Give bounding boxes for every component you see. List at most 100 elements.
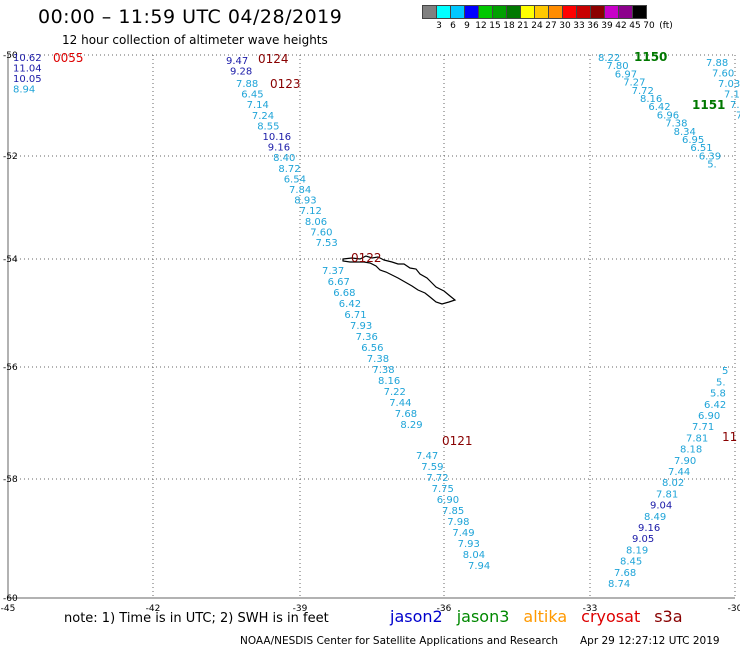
wave-height-value: 7.81 <box>686 433 708 444</box>
track-pass-1151: 7.887.607.037.17.37 1151 <box>692 58 740 122</box>
color-scale-label: 36 <box>587 21 599 31</box>
wave-height-value: 8.93 <box>294 196 316 207</box>
wave-height-value: 7.98 <box>447 517 469 528</box>
wave-height-value: 7.88 <box>706 58 728 69</box>
wave-height-value: 6.42 <box>339 299 361 310</box>
wave-height-value: 9.05 <box>632 534 654 545</box>
track-pass-0121: 7.477.597.727.756.907.857.987.497.938.04… <box>416 434 490 572</box>
y-tick-label: -52 <box>3 152 18 162</box>
wave-height-value: 8.29 <box>400 420 422 431</box>
color-scale-label: 33 <box>573 21 585 31</box>
color-scale-label: 15 <box>489 21 501 31</box>
pass-time-label: 0055 <box>53 51 84 65</box>
wave-height-value: 8.55 <box>257 121 279 132</box>
track-pass-1150: 8.227.806.977.277.728.166.426.967.388.34… <box>598 50 721 171</box>
pass-time-label: 0124 <box>258 52 289 66</box>
color-scale-label: 30 <box>559 21 571 31</box>
satellite-legend-altika: altika <box>523 607 568 626</box>
color-scale <box>422 5 647 19</box>
pass-time-label: 1151 <box>692 98 725 112</box>
map-note: note: 1) Time is in UTC; 2) SWH is in fe… <box>64 611 329 626</box>
pass-time-label: 0122 <box>351 251 382 265</box>
y-tick-label: -50 <box>3 51 18 61</box>
color-scale-label: 39 <box>601 21 613 31</box>
wave-height-value: 6.42 <box>704 400 726 411</box>
color-scale-label: 18 <box>503 21 515 31</box>
wave-height-value: 7.44 <box>389 398 411 409</box>
wave-height-value: 7.94 <box>468 561 490 572</box>
wave-height-value: 7.59 <box>421 462 443 473</box>
wave-height-value: 6.51 <box>690 143 712 154</box>
track-pass-0124: 9.479.28 0124 <box>226 52 289 78</box>
wave-height-value: 9.47 <box>226 56 248 67</box>
wave-height-value: 7.44 <box>668 467 690 478</box>
wave-height-value: 6.90 <box>437 495 459 506</box>
wave-height-value: 8.16 <box>640 94 662 105</box>
y-tick-label: -54 <box>3 255 18 265</box>
pass-time-label: 0121 <box>442 434 473 448</box>
x-tick-label: -30 <box>728 604 740 614</box>
y-tick-label: -58 <box>3 475 18 485</box>
wave-height-value: 8.19 <box>626 545 648 556</box>
pass-time-label: 0123 <box>270 77 301 91</box>
wave-height-value: 5.8 <box>710 389 726 400</box>
wave-height-value: 7.27 <box>623 78 645 89</box>
wave-height-value: 7.72 <box>632 86 654 97</box>
pass-time-label: 1150 <box>634 50 667 64</box>
wave-height-value: 6.42 <box>648 102 670 113</box>
satellite-legend-jason3: jason3 <box>456 607 510 626</box>
wave-height-value: 7.84 <box>289 185 311 196</box>
color-scale-label: 21 <box>517 21 529 31</box>
color-scale-labels: 3 6 9 12 15 18 21 24 27 30 33 36 39 42 45 70 (ft) <box>422 21 740 33</box>
wave-height-value: 7.68 <box>614 568 636 579</box>
footer-timestamp: Apr 29 12:27:12 UTC 2019 <box>580 635 720 647</box>
wave-height-value: 7.12 <box>300 206 322 217</box>
x-tick-label: -45 <box>1 604 16 614</box>
wave-height-value: 7.14 <box>247 100 269 111</box>
color-scale-label: 70 <box>643 21 655 31</box>
y-tick-label: -56 <box>3 363 18 373</box>
wave-height-value: 6.67 <box>328 277 350 288</box>
wave-height-value: 8.94 <box>13 85 35 96</box>
wave-height-value: 6.39 <box>699 151 721 162</box>
satellite-legend-s3a: s3a <box>654 607 683 626</box>
satellite-legend-jason2: jason2 <box>390 607 443 626</box>
track-pass-0123: 7.886.457.147.248.5510.169.168.408.726.5… <box>236 77 338 249</box>
color-scale-label: 3 <box>436 21 442 31</box>
wave-height-value: 7.53 <box>316 238 338 249</box>
color-scale-unit: (ft) <box>659 21 673 31</box>
wave-height-value: 9.04 <box>650 501 672 512</box>
wave-height-value: 5. <box>716 377 726 388</box>
color-scale-label: 42 <box>615 21 627 31</box>
wave-height-value: 8.40 <box>273 153 295 164</box>
track-pass-0122: 7.376.676.686.426.717.937.366.567.387.38… <box>322 251 423 431</box>
wave-height-value: 7.68 <box>395 409 417 420</box>
wave-height-value: 10.16 <box>263 132 292 143</box>
x-tick-label: -42 <box>146 604 161 614</box>
footer-credit: NOAA/NESDIS Center for Satellite Applica… <box>240 635 558 647</box>
wave-height-value: 8.06 <box>305 217 327 228</box>
wave-height-value: 7.60 <box>712 69 734 80</box>
wave-height-value: 6.97 <box>615 69 637 80</box>
wave-height-value: 7.75 <box>432 484 454 495</box>
wave-height-value: 7.22 <box>384 387 406 398</box>
wave-height-value: 6.68 <box>333 288 355 299</box>
color-scale-label: 45 <box>629 21 641 31</box>
map-title: 00:00 – 11:59 UTC 04/28/2019 <box>38 6 343 28</box>
wave-height-value: 11.04 <box>13 64 42 75</box>
color-scale-label: 9 <box>464 21 470 31</box>
wave-height-value: 7.60 <box>310 227 332 238</box>
wave-height-value: 7.49 <box>452 528 474 539</box>
map-grid <box>7 54 736 599</box>
color-scale-swatch <box>632 5 647 19</box>
wave-height-value: 7.85 <box>442 506 464 517</box>
wave-height-value: 7.88 <box>236 79 258 90</box>
wave-height-value: 7.81 <box>656 489 678 500</box>
wave-height-value: 6.56 <box>361 343 383 354</box>
wave-height-value: 7.38 <box>372 365 394 376</box>
wave-height-value: 5 <box>722 366 728 377</box>
wave-height-value: 9.16 <box>268 143 290 154</box>
wave-height-value: 7.03 <box>718 79 740 90</box>
wave-height-value: 7.90 <box>674 456 696 467</box>
